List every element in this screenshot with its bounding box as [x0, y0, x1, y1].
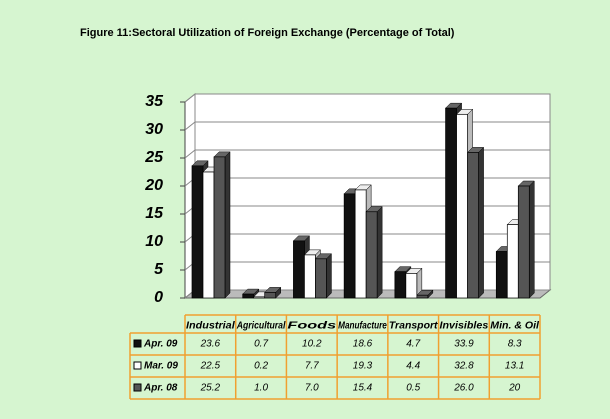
bar: [202, 171, 215, 299]
bar: [495, 251, 508, 299]
data-label: 15.4: [353, 383, 373, 394]
bar: [445, 107, 457, 299]
bar: [365, 211, 378, 299]
bar: [315, 258, 327, 299]
bar-side: [224, 151, 231, 299]
data-label: 25.2: [200, 383, 221, 394]
bar: [517, 185, 530, 299]
data-label: 4.4: [406, 361, 420, 372]
data-label: 23.6: [200, 339, 221, 350]
data-label: 18.6: [353, 339, 373, 350]
x-tick-label: Industrial: [186, 321, 235, 332]
bar: [354, 189, 367, 299]
y-tick-label: 5: [154, 261, 164, 278]
bar: [405, 273, 418, 299]
grid-line: [184, 149, 196, 159]
y-tick-label: 10: [145, 233, 163, 250]
y-tick-label: 15: [145, 205, 164, 222]
data-label: 7.0: [305, 383, 319, 394]
legend-swatch: [133, 339, 142, 348]
y-tick-label: 25: [144, 149, 164, 166]
data-label: 8.3: [508, 339, 522, 350]
grid-line: [184, 93, 196, 103]
bar: [506, 224, 519, 299]
bar: [213, 156, 226, 299]
x-tick-label: Agricultural: [236, 321, 286, 332]
y-tick-label: 35: [145, 93, 164, 110]
bar: [394, 271, 407, 299]
data-label: 20: [508, 383, 521, 394]
data-label: 7.7: [305, 361, 319, 372]
y-tick-label: 30: [145, 121, 163, 138]
x-tick-label: Manufacture: [338, 321, 387, 332]
x-tick-label: Min. & Oil: [490, 321, 539, 332]
bar: [416, 294, 429, 299]
y-tick-label: 0: [154, 289, 163, 306]
data-label: 19.3: [353, 361, 373, 372]
bar: [467, 152, 479, 299]
legend-label: Apr. 09: [143, 339, 178, 350]
data-label: 0.5: [406, 383, 420, 394]
data-label: 0.2: [254, 361, 268, 372]
bar: [253, 296, 266, 299]
y-tick-label: 20: [144, 177, 163, 194]
data-label: 4.7: [406, 339, 420, 350]
bar-side: [478, 146, 484, 299]
x-tick-label: Transport: [389, 321, 438, 332]
data-label: 1.0: [254, 383, 268, 394]
legend-label: Mar. 09: [144, 361, 178, 372]
bar: [456, 113, 468, 299]
data-label: 33.9: [454, 339, 474, 350]
bar: [304, 254, 316, 299]
x-tick-label: Invisibles: [440, 321, 489, 332]
legend-swatch: [133, 361, 142, 370]
grid-line: [184, 121, 196, 131]
bar-side: [376, 206, 383, 299]
data-label: 10.2: [302, 339, 322, 350]
bar-side: [529, 180, 535, 299]
chart-title: Figure 11:Sectoral Utilization of Foreig…: [80, 27, 455, 39]
bar: [343, 193, 356, 299]
bar: [293, 240, 305, 299]
data-label: 32.8: [454, 361, 474, 372]
data-label: 0.7: [254, 339, 268, 350]
legend-label: Apr. 08: [143, 383, 178, 394]
legend-swatch: [133, 383, 142, 392]
x-tick-label: Foods: [287, 321, 336, 332]
data-label: 13.1: [505, 361, 524, 372]
bar: [264, 292, 277, 299]
bar: [191, 165, 204, 299]
data-label: 22.5: [200, 361, 221, 372]
bar: [242, 293, 255, 299]
data-label: 26.0: [453, 383, 474, 394]
bar-side: [326, 253, 332, 299]
